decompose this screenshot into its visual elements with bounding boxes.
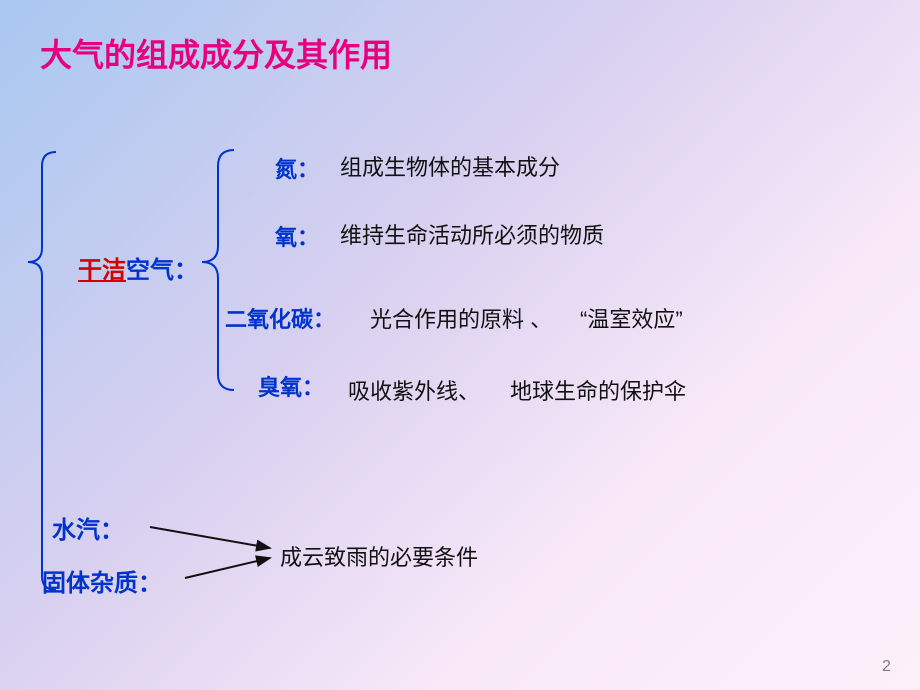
nitrogen-desc: 组成生物体的基本成分	[340, 150, 560, 182]
co2-desc-2: “温室效应”	[580, 302, 683, 334]
nitrogen-label: 氮：	[275, 152, 319, 184]
dry-air-suffix: 空气：	[126, 257, 198, 284]
dry-air-label: 干洁空气：	[78, 250, 198, 285]
page-title: 大气的组成成分及其作用	[40, 30, 392, 76]
solid-label: 固体杂质：	[42, 563, 162, 598]
cloud-desc: 成云致雨的必要条件	[280, 540, 478, 572]
co2-desc-1: 光合作用的原料 、	[370, 302, 552, 334]
oxygen-desc: 维持生命活动所必须的物质	[340, 218, 604, 250]
ozone-label: 臭氧：	[258, 370, 324, 402]
vapor-label: 水汽：	[52, 510, 124, 545]
dry-air-prefix: 干洁	[78, 257, 126, 284]
ozone-desc-2: 地球生命的保护伞	[510, 374, 686, 406]
page-number: 2	[882, 658, 891, 676]
ozone-desc-1: 吸收紫外线、	[348, 374, 480, 406]
oxygen-label: 氧：	[275, 220, 319, 252]
co2-label: 二氧化碳：	[225, 302, 335, 334]
